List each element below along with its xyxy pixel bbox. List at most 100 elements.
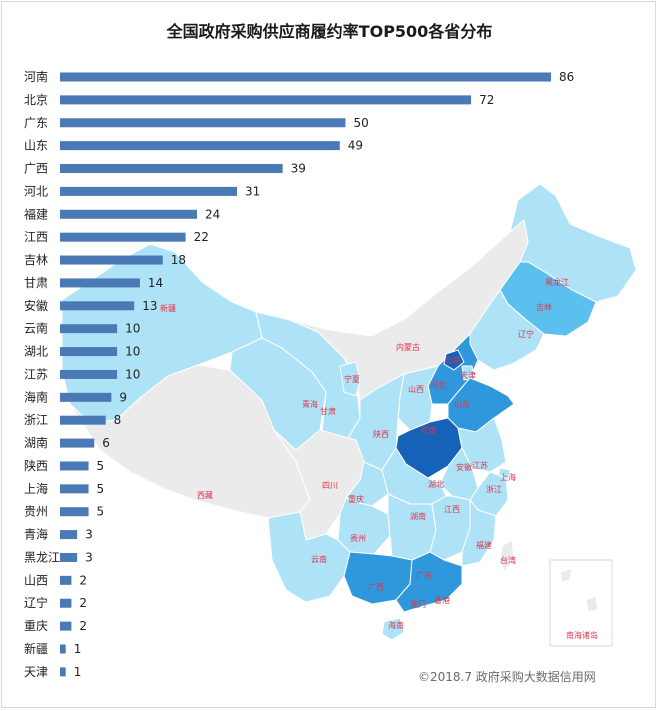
map-label: 湖北 [428,480,444,489]
bar [60,301,135,311]
map-region-guizhou [337,497,391,555]
bar-value-label: 5 [97,505,105,519]
map-region-jiangsu [457,417,507,473]
map-label: 山西 [408,384,424,394]
bar-value-label: 10 [125,345,140,359]
category-label: 河南 [24,69,48,84]
bar-value-label: 5 [97,482,105,496]
bar-value-label: 3 [85,550,93,564]
map-label: 陕西 [373,429,389,439]
category-label: 广东 [24,116,48,130]
category-label: 安徽 [24,298,48,313]
map-region-beijing [443,349,465,371]
category-label: 广西 [24,162,48,176]
bar-value-label: 24 [205,207,220,221]
bar [60,369,118,379]
bar-value-label: 1 [74,642,82,656]
map-label: 南海诸岛 [566,630,598,640]
bar-value-label: 5 [97,459,105,473]
category-label: 江苏 [24,367,48,381]
category-label: 辽宁 [24,595,48,610]
bar [60,347,118,357]
map-label: 贵州 [350,533,366,543]
south-china-sea-islands [559,567,599,613]
map-label: 海南 [388,620,404,630]
map-label: 安徽 [456,462,472,472]
map-label: 台湾 [500,555,516,565]
bar-value-label: 31 [245,184,260,198]
map-label: 四川 [322,481,338,490]
map-label: 宁夏 [344,374,360,384]
bar [60,209,198,219]
bar-value-label: 3 [85,528,93,542]
map-region-guangdong [395,551,463,613]
map-label: 福建 [476,540,492,550]
bar-value-label: 10 [125,322,140,336]
map-region-tianjin [461,365,475,381]
bar-value-label: 22 [194,230,209,244]
bar [60,118,346,128]
map-label: 吉林 [536,302,552,312]
bar-value-label: 6 [102,436,110,450]
map-label: 青海 [302,399,318,409]
bar-value-label: 39 [291,162,306,176]
bar-value-label: 2 [79,573,87,587]
map-region-taiwan [499,539,515,574]
bar-value-label: 14 [148,276,163,290]
bar [60,621,72,631]
map-label: 黑龙江 [545,277,569,287]
map-label: 内蒙古 [396,342,420,352]
bar [60,392,112,402]
bar-value-label: 13 [142,299,157,313]
bar-value-label: 50 [353,116,368,130]
bar-value-label: 2 [79,596,87,610]
map-label: 广东 [416,570,432,580]
chart-title: 全国政府采购供应商履约率TOP500各省分布 [166,22,493,41]
bar [60,552,78,562]
map-label: 河南 [420,425,436,435]
category-label: 贵州 [24,505,48,519]
source-credit: ©2018.7 政府采购大数据信用网 [418,670,596,684]
bar-value-label: 1 [74,665,82,679]
map-region-heilongjiang [509,183,637,303]
category-label: 甘肃 [24,276,48,290]
map-label: 上海 [500,472,516,482]
bar [60,415,106,425]
bar-value-label: 86 [559,70,574,84]
category-label: 重庆 [24,619,48,633]
category-label: 上海 [24,481,48,496]
category-label: 云南 [24,321,48,336]
map-label: 云南 [311,554,327,564]
category-label: 青海 [24,527,48,542]
bar-value-label: 10 [125,367,140,381]
bar [60,324,118,334]
map-label: 广西 [368,582,384,592]
category-label: 湖南 [24,435,48,450]
bar [60,186,237,196]
map-label: 河北 [430,380,446,390]
category-label: 海南 [24,389,48,404]
bar-value-label: 2 [79,619,87,633]
category-label: 天津 [24,665,48,679]
bar [60,95,472,105]
map-region-hunan [387,493,437,561]
category-label: 浙江 [24,413,48,427]
map-region-fujian [461,498,497,567]
bar-value-label: 9 [119,390,127,404]
bar-value-label: 49 [348,139,363,153]
map-label: 北京 [445,355,461,365]
category-label: 湖北 [24,344,48,359]
bar [60,72,551,82]
category-label: 陕西 [24,458,48,473]
category-label: 山西 [24,573,48,587]
category-label: 河北 [24,184,48,198]
bar [60,667,66,677]
bar [60,255,163,265]
category-label: 山东 [24,139,48,153]
category-label: 北京 [24,93,48,107]
map-label: 湖南 [410,511,426,521]
map-label: 浙江 [486,484,502,494]
